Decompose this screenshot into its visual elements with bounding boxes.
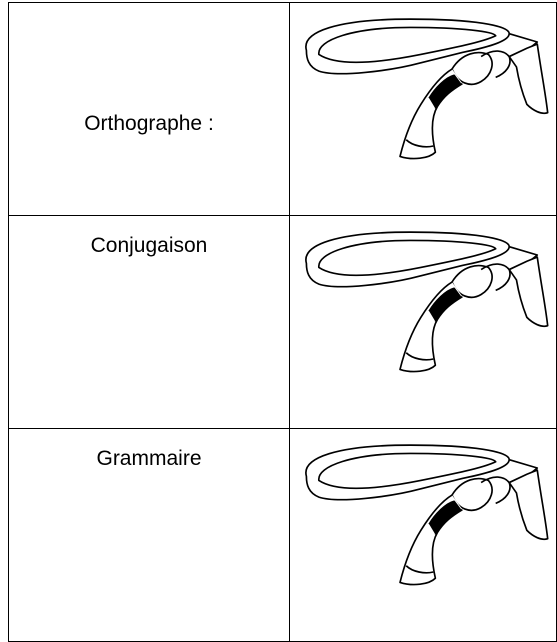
belt-icon	[305, 18, 549, 160]
table-cell: Orthographe :	[8, 2, 290, 216]
table-cell	[289, 2, 557, 216]
cell-text: Grammaire	[96, 447, 202, 470]
table-row: Grammaire	[8, 428, 557, 642]
cell-text: Conjugaison	[90, 234, 208, 257]
table-cell: Grammaire	[8, 428, 290, 642]
belt-icon	[305, 444, 549, 586]
table-row: Orthographe :	[8, 2, 557, 216]
cell-text: Orthographe :	[84, 112, 214, 135]
belt-icon	[305, 231, 549, 373]
table: Orthographe : Conjugaison Grammaire	[8, 2, 557, 642]
table-cell	[289, 215, 557, 429]
table-cell: Conjugaison	[8, 215, 290, 429]
table-cell	[289, 428, 557, 642]
table-row: Conjugaison	[8, 215, 557, 429]
